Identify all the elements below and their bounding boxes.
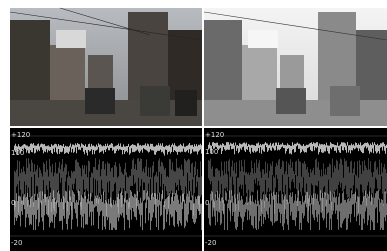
scale-label: -20 bbox=[205, 239, 216, 247]
photo-left bbox=[10, 8, 202, 126]
scale-label: +120 bbox=[11, 131, 30, 139]
scale-label: 100 bbox=[11, 149, 24, 157]
scopes-screenshot: +120 100 0 -20 +120 100 0 -20 bbox=[0, 0, 387, 251]
scale-label: 0 bbox=[11, 199, 15, 207]
scale-label: 0 bbox=[205, 199, 209, 207]
photo-right bbox=[204, 8, 387, 126]
scale-label: 100 bbox=[205, 148, 218, 156]
scale-label: -20 bbox=[11, 239, 22, 247]
scale-label: +120 bbox=[205, 131, 224, 139]
